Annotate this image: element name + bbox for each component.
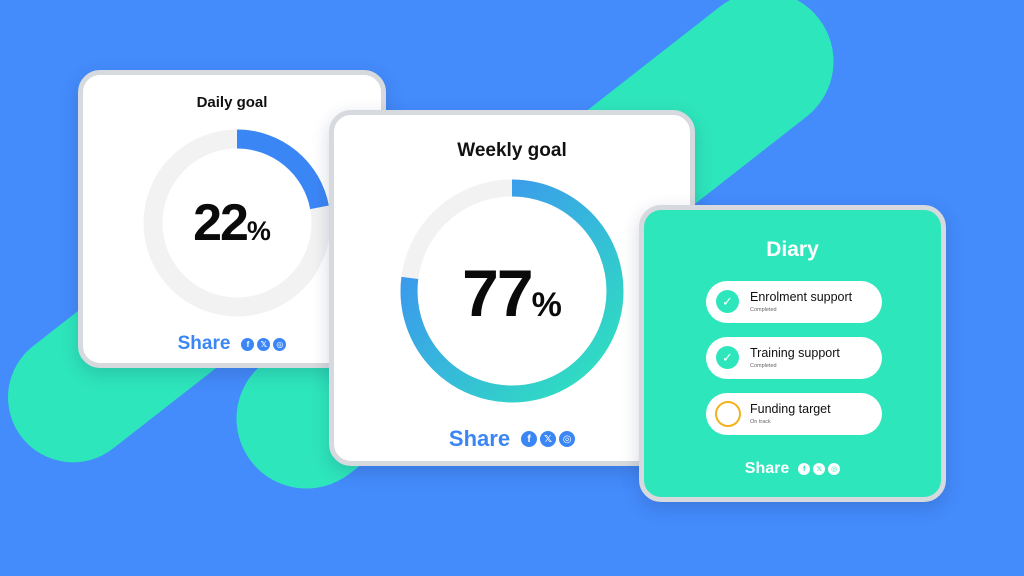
diary-item-status: Completed: [750, 307, 777, 313]
percentage-unit: %: [246, 216, 271, 246]
x-icon[interactable]: 𝕏: [540, 431, 557, 447]
weekly-goal-card: Weekly goal 77% Share f 𝕏 ◎: [329, 110, 695, 466]
diary-item-status: On track: [750, 419, 771, 425]
facebook-icon[interactable]: f: [241, 337, 255, 351]
facebook-icon[interactable]: f: [521, 431, 538, 447]
check-icon: ✓: [716, 290, 739, 313]
diary-card: Diary ✓ Enrolment support Completed ✓ Tr…: [639, 205, 946, 502]
x-icon[interactable]: 𝕏: [813, 463, 826, 475]
instagram-icon[interactable]: ◎: [273, 337, 287, 351]
daily-progress-ring: [143, 129, 331, 317]
weekly-progress-ring: [400, 179, 624, 403]
diary-item[interactable]: ✓ Training support Completed: [706, 337, 882, 379]
card-title: Weekly goal: [457, 140, 567, 161]
share-row: Share f 𝕏 ◎: [334, 426, 690, 452]
diary-item-status: Completed: [750, 363, 777, 369]
diary-item-title: Enrolment support: [750, 290, 853, 304]
diary-item[interactable]: Funding target On track: [706, 393, 882, 435]
pending-circle-icon: [715, 401, 741, 427]
percentage-unit: %: [531, 286, 562, 324]
diary-item-title: Funding target: [750, 402, 831, 416]
card-title: Daily goal: [196, 94, 268, 111]
facebook-icon[interactable]: f: [798, 463, 811, 475]
diary-item[interactable]: ✓ Enrolment support Completed: [706, 281, 882, 323]
percentage-value: 77: [462, 256, 533, 330]
instagram-icon[interactable]: ◎: [559, 431, 576, 447]
card-title: Diary: [766, 238, 819, 261]
ring-progress-arc: [400, 179, 624, 403]
check-icon: ✓: [716, 346, 739, 369]
daily-percentage: 22%: [83, 193, 381, 253]
diary-item-title: Training support: [750, 346, 840, 360]
share-button[interactable]: Share: [744, 460, 790, 477]
share-button[interactable]: Share: [177, 333, 231, 354]
share-button[interactable]: Share: [448, 426, 511, 451]
instagram-icon[interactable]: ◎: [828, 463, 841, 475]
share-row: Share f 𝕏 ◎: [644, 460, 941, 478]
percentage-value: 22: [193, 194, 249, 252]
weekly-percentage: 77%: [334, 255, 690, 331]
ring-progress-arc: [143, 129, 331, 317]
x-icon[interactable]: 𝕏: [257, 337, 271, 351]
share-row: Share f 𝕏 ◎: [83, 333, 381, 355]
